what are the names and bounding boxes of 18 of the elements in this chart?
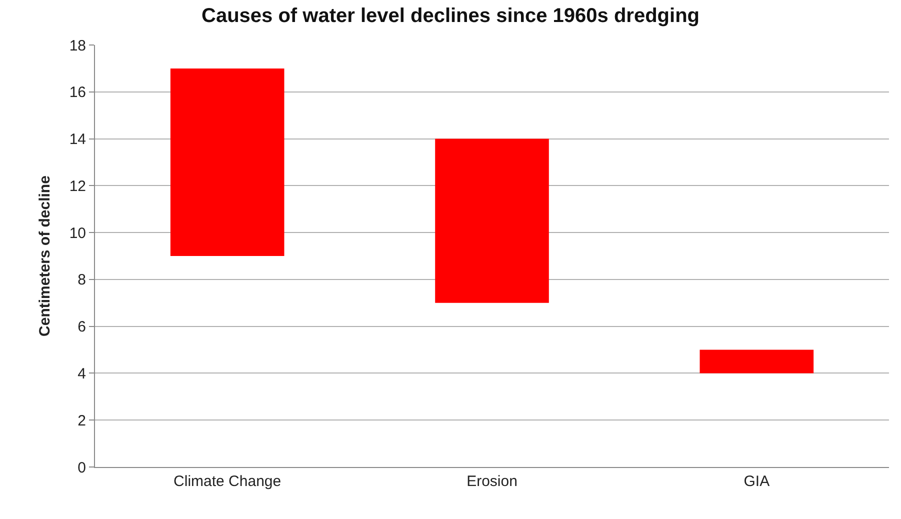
y-tick-label: 8 [78, 272, 86, 289]
y-tick-label: 18 [69, 37, 86, 54]
y-tick-label: 6 [78, 318, 86, 336]
y-tick-label: 14 [69, 131, 86, 148]
x-tick-label: Erosion [466, 473, 518, 490]
y-tick-label: 2 [78, 412, 86, 430]
bar [435, 138, 549, 303]
bar [700, 350, 814, 374]
y-tick-label: 0 [78, 459, 86, 476]
bar [170, 68, 284, 256]
chart-title: Causes of water level declines since 1960s dredging [202, 4, 700, 27]
y-tick-label: 4 [78, 365, 86, 382]
y-axis-title: Centimeters of decline [36, 176, 54, 336]
x-tick-label: Climate Change [174, 473, 282, 490]
y-tick-label: 10 [69, 224, 86, 242]
x-tick-label: GIA [744, 473, 770, 490]
y-tick-label: 16 [69, 84, 86, 102]
y-tick-label: 12 [69, 178, 86, 195]
